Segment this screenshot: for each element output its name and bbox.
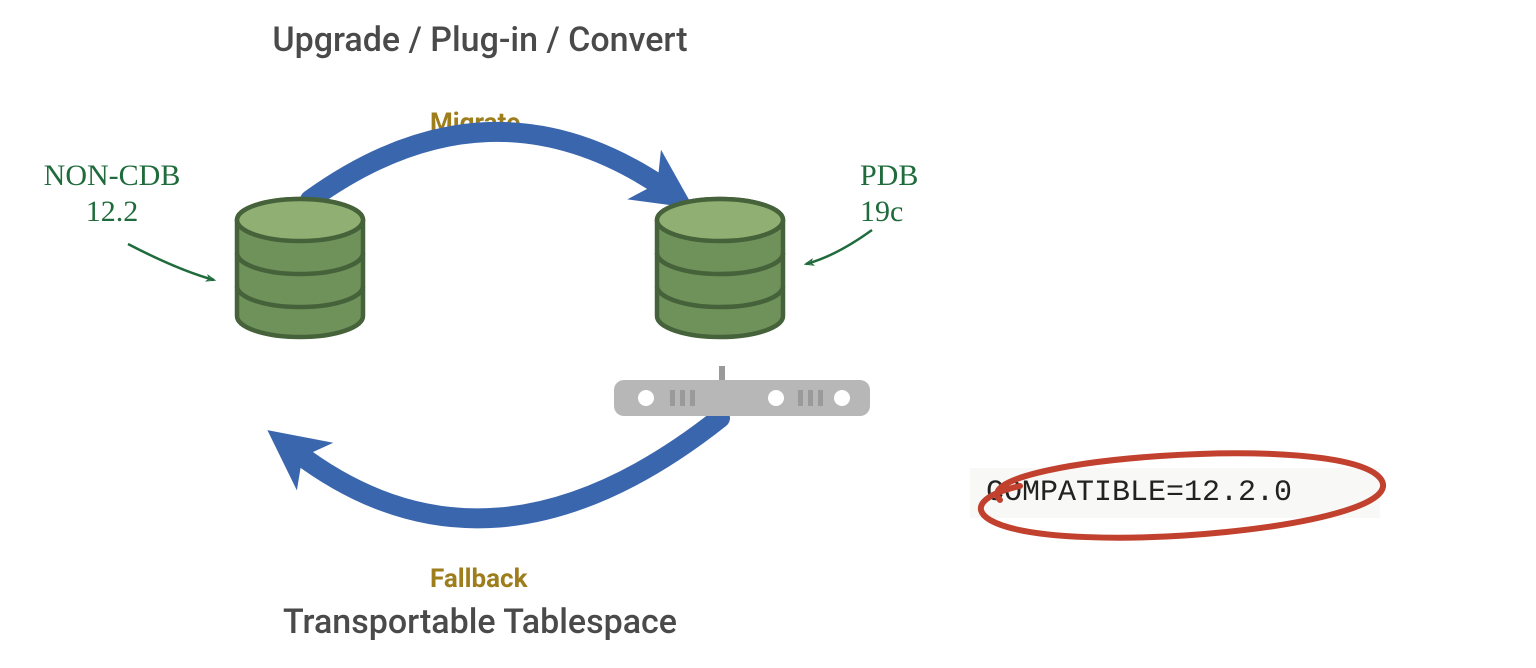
annotation-source-line2: 12.2 <box>86 195 139 228</box>
migrate-arrow <box>310 132 664 200</box>
compatible-note: COMPATIBLE=12.2.0 <box>970 468 1380 518</box>
flow-label-fallback: Fallback <box>430 564 528 594</box>
diagram-canvas: Upgrade / Plug-in / Convert Transportabl… <box>0 0 1536 668</box>
annotation-target-line1: PDB <box>860 159 918 192</box>
title-bottom: Transportable Tablespace <box>0 602 960 642</box>
server-icon <box>614 366 870 414</box>
annotation-source-line1: NON-CDB <box>44 159 181 192</box>
annotation-target-line2: 19c <box>860 195 903 228</box>
annotation-source-db: NON-CDB 12.2 <box>22 158 202 230</box>
hand-arrow-left <box>128 244 214 280</box>
source-database-icon <box>225 196 375 346</box>
title-top: Upgrade / Plug-in / Convert <box>0 20 960 60</box>
target-database-icon <box>645 196 795 346</box>
annotation-target-db: PDB 19c <box>860 158 980 230</box>
flow-label-migrate: Migrate <box>430 108 520 138</box>
hand-arrow-right <box>806 230 872 264</box>
fallback-arrow <box>296 418 720 518</box>
